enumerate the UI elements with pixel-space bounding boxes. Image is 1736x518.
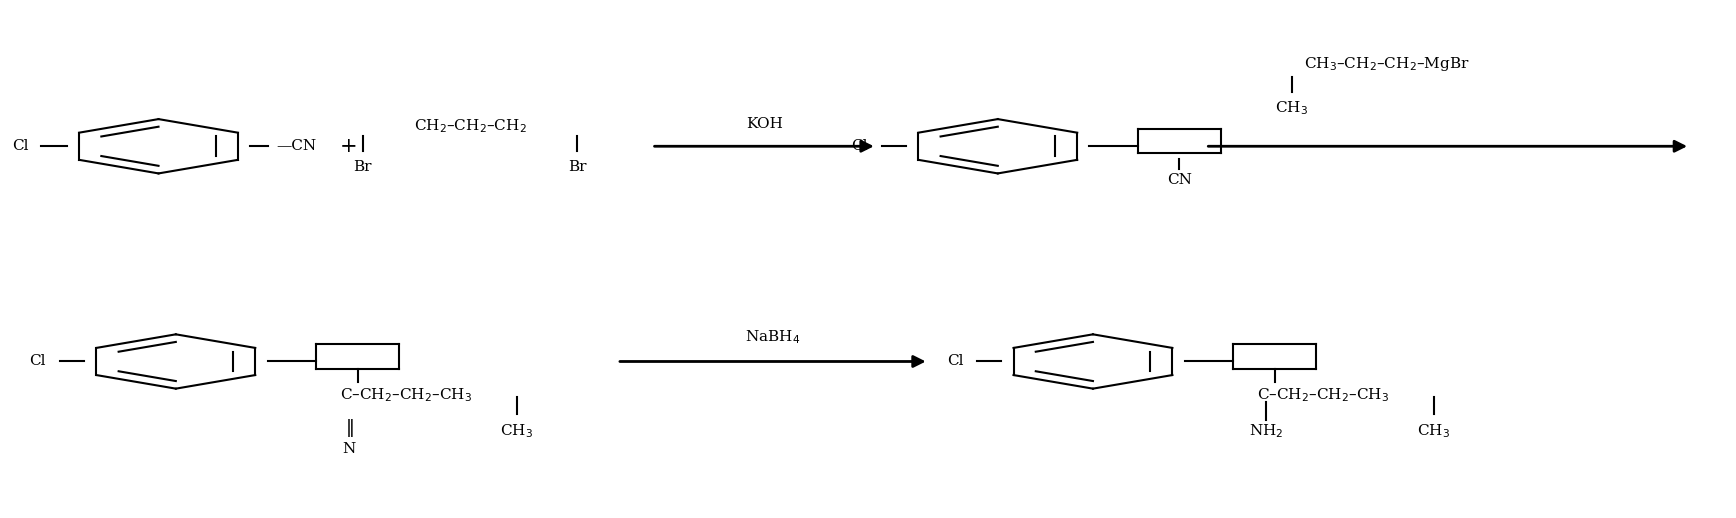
Text: CH$_3$: CH$_3$ [500, 422, 533, 439]
Text: —CN: —CN [276, 139, 316, 153]
Text: KOH: KOH [746, 117, 783, 131]
Text: CH$_2$–CH$_2$–CH$_2$: CH$_2$–CH$_2$–CH$_2$ [413, 117, 526, 135]
Text: +: + [340, 137, 358, 156]
Text: Cl: Cl [30, 354, 47, 368]
Text: $\|$: $\|$ [344, 417, 352, 439]
Text: N: N [342, 442, 356, 456]
Text: CH$_3$: CH$_3$ [1417, 422, 1450, 439]
Text: CH$_3$–CH$_2$–CH$_2$–MgBr: CH$_3$–CH$_2$–CH$_2$–MgBr [1304, 55, 1470, 73]
Text: NaBH$_4$: NaBH$_4$ [745, 328, 800, 346]
Text: Br: Br [568, 160, 587, 174]
Text: CH$_3$: CH$_3$ [1276, 99, 1309, 117]
Text: Cl: Cl [946, 354, 963, 368]
Text: C–CH$_2$–CH$_2$–CH$_3$: C–CH$_2$–CH$_2$–CH$_3$ [340, 386, 472, 404]
Text: Cl: Cl [851, 139, 868, 153]
Text: Cl: Cl [12, 139, 30, 153]
Text: CN: CN [1167, 172, 1193, 186]
Text: C–CH$_2$–CH$_2$–CH$_3$: C–CH$_2$–CH$_2$–CH$_3$ [1257, 386, 1389, 404]
Text: Br: Br [354, 160, 372, 174]
Text: NH$_2$: NH$_2$ [1248, 422, 1283, 439]
